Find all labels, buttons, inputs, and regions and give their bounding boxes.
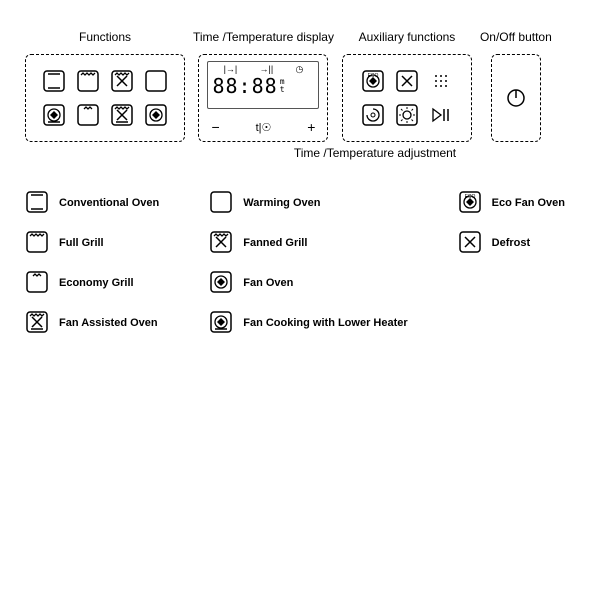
plus-button[interactable]: +	[307, 119, 315, 135]
warming-oven-button[interactable]	[142, 67, 170, 95]
swirl-button[interactable]	[359, 101, 387, 129]
defrost-button[interactable]	[393, 67, 421, 95]
legend-economy-grill: Economy Grill	[25, 270, 159, 296]
eco-fan-button[interactable]	[359, 67, 387, 95]
onoff-box	[491, 54, 541, 142]
full-grill-button[interactable]	[74, 67, 102, 95]
display-controls: − t|☉ +	[207, 119, 319, 135]
legend-conventional-oven: Conventional Oven	[25, 190, 159, 216]
digit-units: m t	[280, 78, 286, 94]
clock-icon: ◷	[295, 64, 303, 76]
onoff-label: On/Off button	[480, 30, 552, 44]
functions-box	[25, 54, 185, 142]
light-button[interactable]	[393, 101, 421, 129]
legend: Conventional Oven Full Grill Economy Gri…	[25, 190, 575, 336]
adjustment-label: Time /Temperature adjustment	[175, 146, 575, 160]
fan-lower-button[interactable]	[40, 101, 68, 129]
legend-col-2: Warming Oven Fanned Grill Fan Oven Fan C…	[209, 190, 407, 336]
play-pause-button[interactable]	[427, 101, 455, 129]
time-temp-toggle[interactable]: t|☉	[256, 121, 272, 134]
keypad-button[interactable]	[427, 67, 455, 95]
display-box: |→| →|| ◷ 88:88 m t − t|☉ +	[198, 54, 328, 142]
legend-full-grill: Full Grill	[25, 230, 159, 256]
fan-assisted-button[interactable]	[108, 101, 136, 129]
legend-fan-lower: Fan Cooking with Lower Heater	[209, 310, 407, 336]
legend-defrost: Defrost	[458, 230, 565, 256]
legend-col-1: Conventional Oven Full Grill Economy Gri…	[25, 190, 159, 336]
aux-label: Auxiliary functions	[359, 30, 456, 44]
legend-fanned-grill: Fanned Grill	[209, 230, 407, 256]
power-button[interactable]	[502, 84, 530, 112]
onoff-section: On/Off button	[480, 30, 552, 142]
aux-section: Auxiliary functions	[342, 30, 472, 142]
digit-value: 88:88	[212, 76, 277, 96]
lcd-display: |→| →|| ◷ 88:88 m t	[207, 61, 319, 109]
functions-label: Functions	[79, 30, 131, 44]
fan-oven-button[interactable]	[142, 101, 170, 129]
aux-box	[342, 54, 472, 142]
economy-grill-button[interactable]	[74, 101, 102, 129]
legend-fan-assisted: Fan Assisted Oven	[25, 310, 159, 336]
legend-eco-fan: Eco Fan Oven	[458, 190, 565, 216]
conventional-oven-button[interactable]	[40, 67, 68, 95]
display-label: Time /Temperature display	[193, 30, 334, 44]
legend-fan-oven: Fan Oven	[209, 270, 407, 296]
legend-col-3: Eco Fan Oven Defrost	[458, 190, 565, 336]
fanned-grill-button[interactable]	[108, 67, 136, 95]
display-digits: 88:88 m t	[212, 76, 314, 96]
functions-section: Functions	[25, 30, 185, 142]
legend-warming-oven: Warming Oven	[209, 190, 407, 216]
minus-button[interactable]: −	[211, 119, 219, 135]
display-section: Time /Temperature display |→| →|| ◷ 88:8…	[193, 30, 334, 142]
control-panel: Functions Time /Temperature display |→| …	[25, 30, 575, 142]
